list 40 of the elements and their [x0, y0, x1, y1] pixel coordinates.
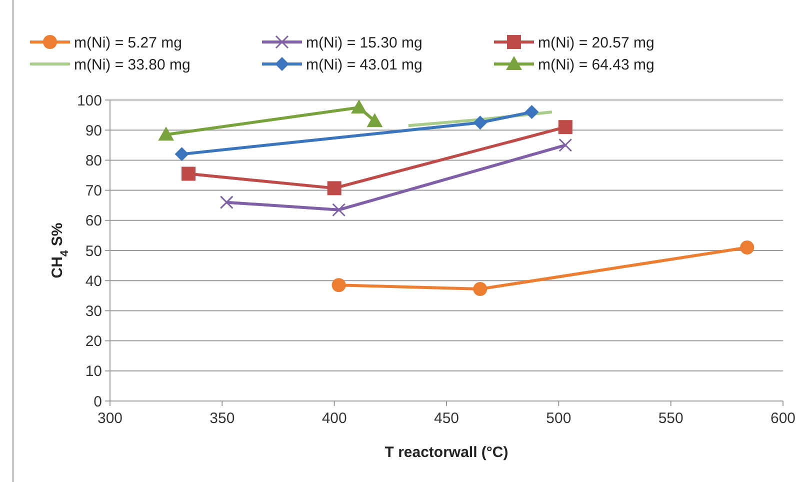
y-tick-label: 60 — [85, 212, 102, 230]
x-tick-label: 300 — [97, 410, 123, 427]
point — [327, 181, 342, 196]
legend-label: m(Ni) = 33.80 mg — [74, 56, 190, 74]
x-tick-label: 350 — [210, 410, 235, 427]
y-tick-label: 30 — [85, 302, 102, 320]
point — [182, 166, 196, 181]
point — [558, 120, 572, 134]
x-tick-label: 550 — [658, 410, 684, 427]
point — [220, 196, 234, 210]
x-tick-label: 600 — [770, 410, 796, 427]
point — [174, 147, 189, 162]
point — [524, 105, 539, 120]
y-tick-label: 100 — [76, 92, 102, 110]
legend-label: m(Ni) = 15.30 mg — [306, 34, 422, 52]
y-tick-label: 0 — [94, 393, 102, 410]
point — [158, 126, 174, 141]
y-tick-label: 50 — [85, 242, 102, 260]
point — [366, 113, 383, 128]
point — [740, 240, 754, 254]
y-tick-label: 70 — [85, 182, 102, 200]
y-tick-label: 20 — [85, 333, 102, 350]
x-tick-label: 500 — [546, 410, 572, 427]
x-axis-title: T reactorwall (°C) — [384, 444, 508, 461]
y-tick-label: 80 — [85, 152, 102, 170]
y-tick-label: 40 — [85, 272, 102, 290]
point — [332, 278, 346, 292]
legend-label: m(Ni) = 43.01 mg — [306, 56, 422, 74]
point — [473, 282, 488, 296]
y-tick-label: 10 — [85, 363, 102, 380]
y-tick-label: 90 — [85, 122, 102, 140]
x-tick-label: 400 — [322, 410, 347, 427]
x-tick-label: 450 — [434, 410, 460, 427]
legend-label: m(Ni) = 5.27 mg — [74, 34, 182, 52]
point — [473, 116, 488, 130]
legend-label: m(Ni) = 64.43 mg — [538, 56, 654, 74]
point — [332, 203, 346, 217]
point — [351, 100, 368, 114]
point — [558, 138, 572, 152]
legend-label: m(Ni) = 20.57 mg — [538, 34, 654, 52]
